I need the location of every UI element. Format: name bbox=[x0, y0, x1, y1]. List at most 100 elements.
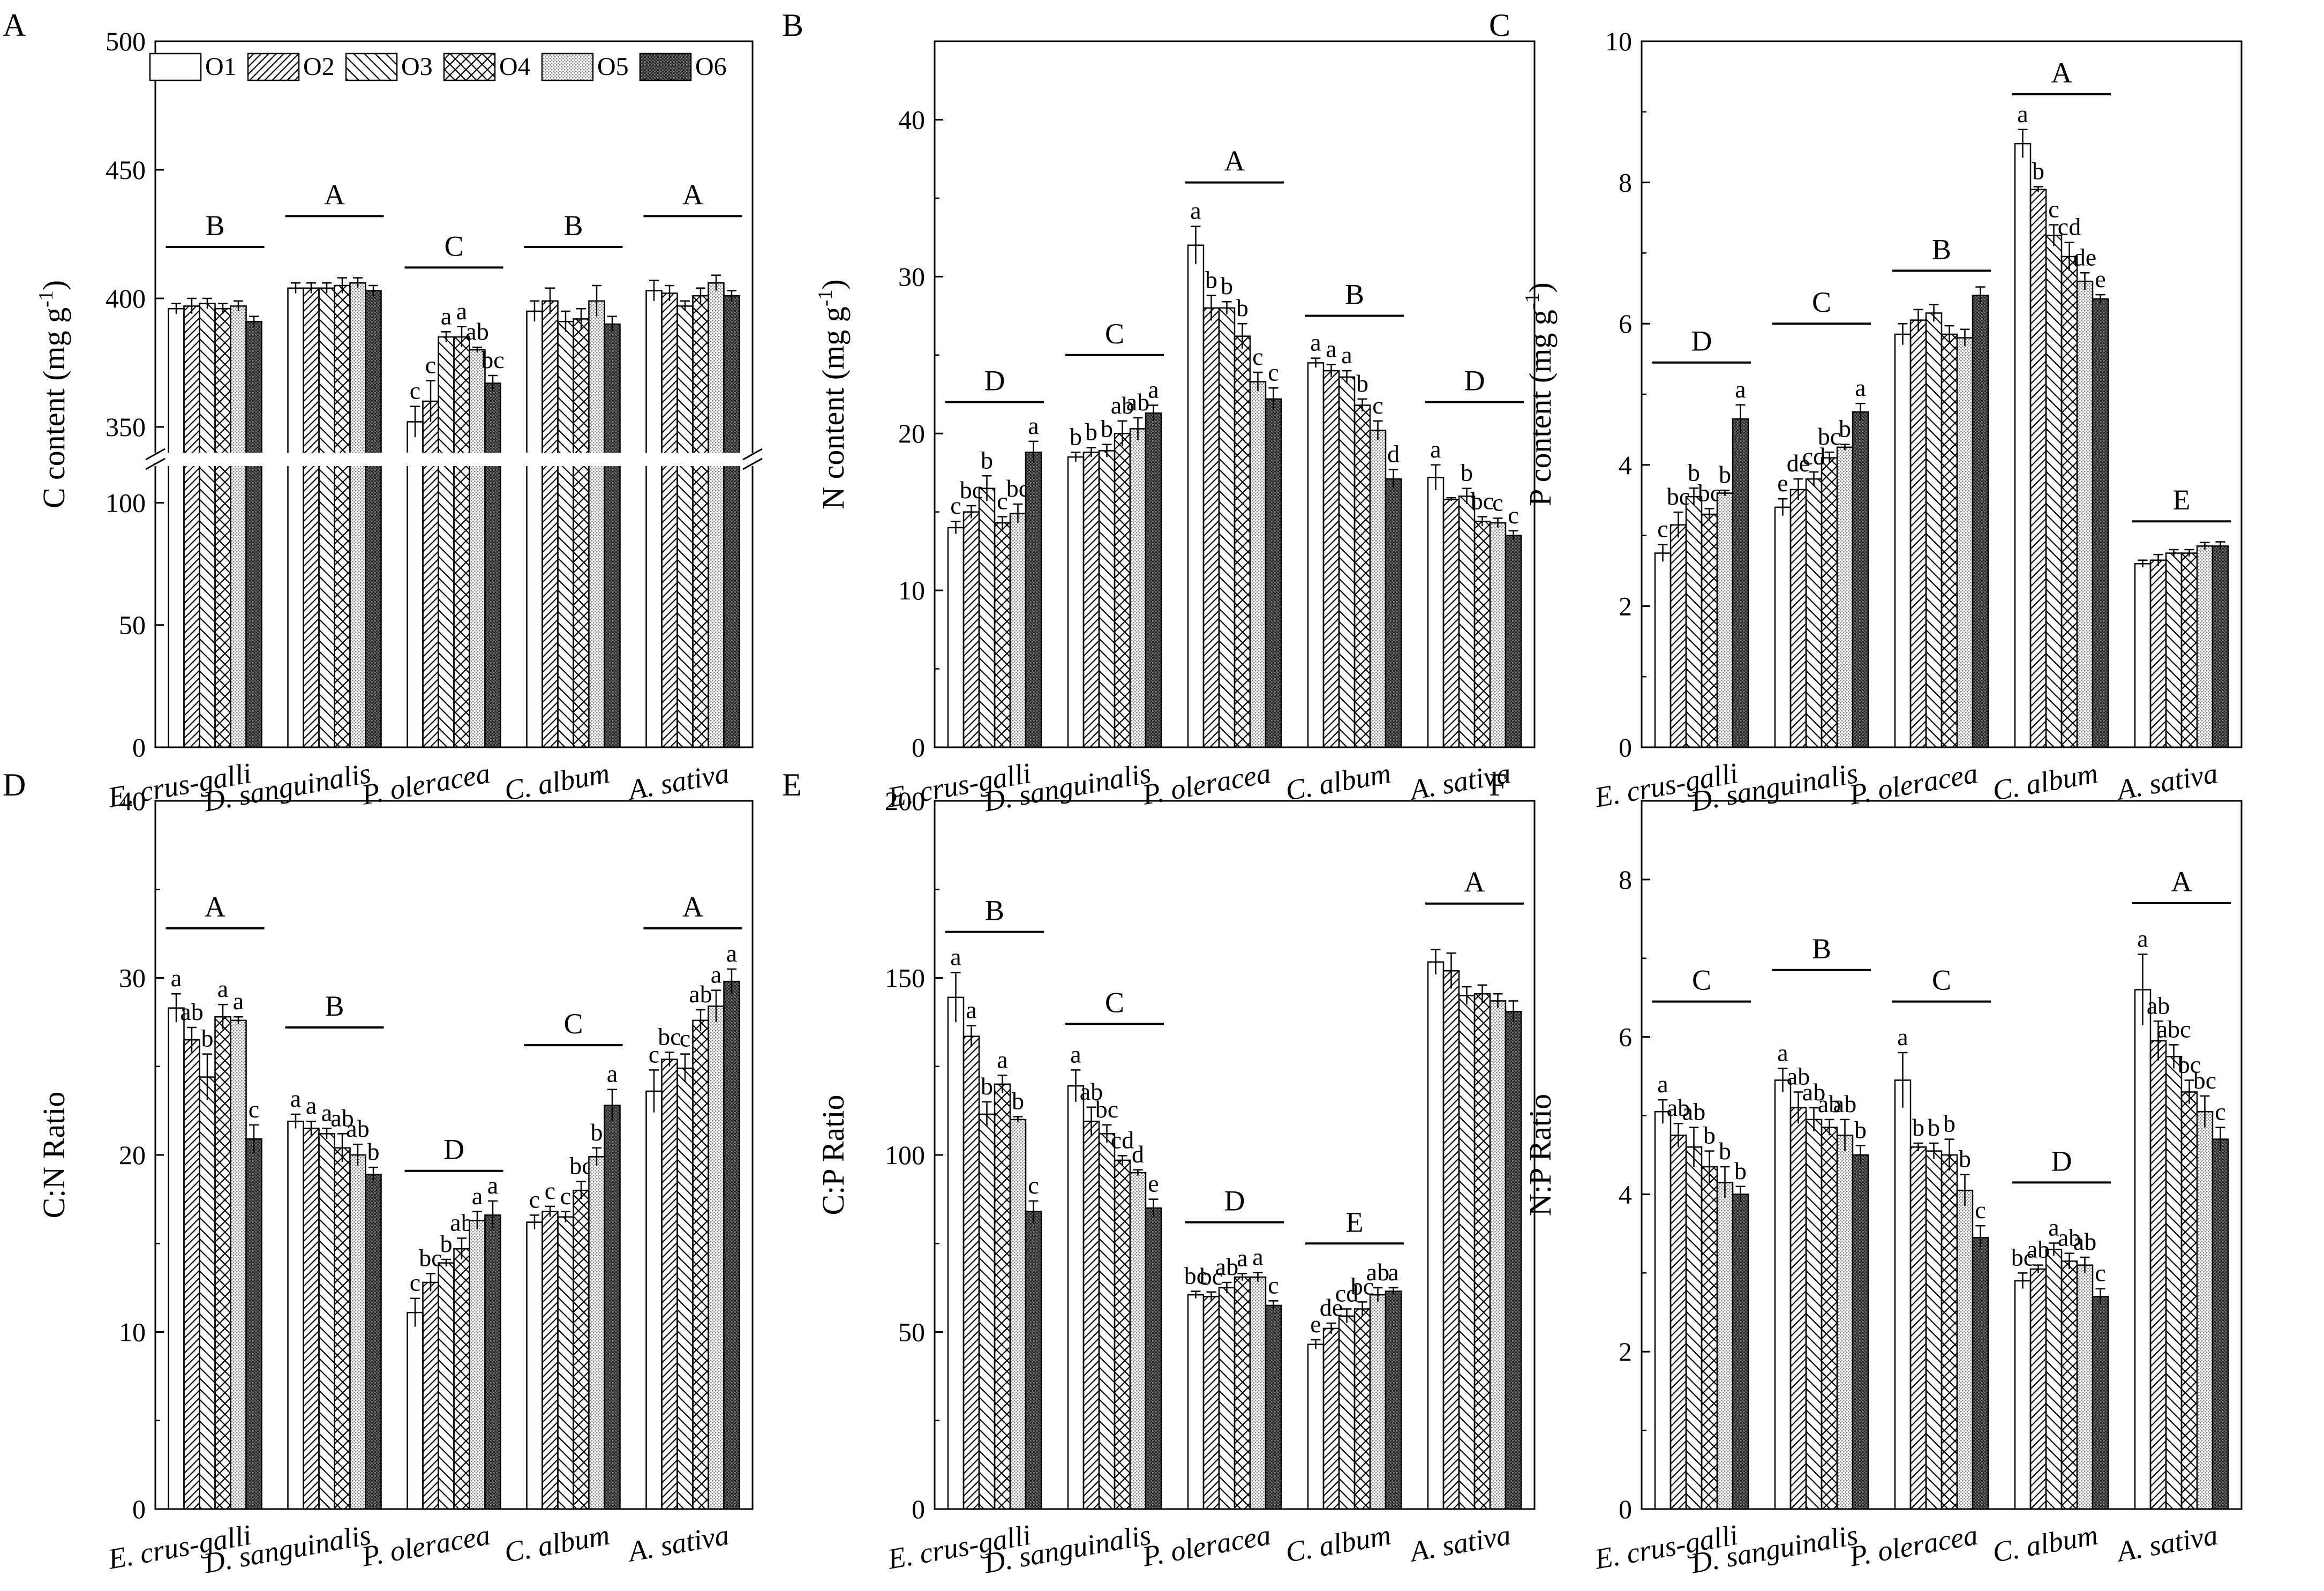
bar bbox=[708, 1005, 725, 1510]
bar bbox=[1249, 381, 1267, 748]
bar bbox=[645, 290, 663, 748]
y-axis-title-end: ) bbox=[1523, 282, 1558, 292]
significance-letter: de bbox=[1787, 449, 1810, 477]
bar bbox=[1098, 450, 1116, 748]
y-axis-title-sup: -1 bbox=[35, 290, 57, 307]
significance-letter: a bbox=[1777, 1039, 1788, 1066]
significance-letter: ab bbox=[1215, 1253, 1238, 1280]
plot-frame-upper bbox=[154, 40, 754, 453]
bar bbox=[1956, 1189, 1974, 1510]
bar bbox=[573, 318, 590, 748]
bar bbox=[334, 284, 351, 748]
y-tick-label: 0 bbox=[132, 1494, 146, 1524]
bar bbox=[1821, 457, 1838, 748]
significance-letter: a bbox=[2048, 1214, 2059, 1241]
significance-letter: a bbox=[441, 302, 452, 329]
bar bbox=[1852, 411, 1869, 748]
bar bbox=[1265, 398, 1282, 748]
category-label: A. sativa bbox=[2114, 757, 2220, 806]
significance-letter: a bbox=[321, 1099, 332, 1126]
y-tick-label: 500 bbox=[106, 26, 146, 56]
significance-letter: e bbox=[1310, 1310, 1321, 1338]
panel-letter: B bbox=[782, 7, 803, 43]
bar bbox=[1009, 513, 1027, 748]
bar bbox=[1732, 418, 1749, 748]
bar bbox=[692, 1019, 709, 1510]
bar bbox=[2196, 1110, 2214, 1510]
bar bbox=[1385, 478, 1402, 748]
significance-letter: c bbox=[410, 1269, 420, 1296]
significance-letter: a bbox=[1028, 412, 1039, 439]
bar bbox=[1716, 492, 1734, 748]
significance-letter: a bbox=[966, 996, 976, 1024]
legend-swatch bbox=[247, 52, 300, 81]
bar bbox=[1369, 1294, 1387, 1510]
group-letter: B bbox=[985, 895, 1004, 927]
significance-letter: c bbox=[1372, 392, 1383, 419]
y-tick-label: 4 bbox=[1619, 1179, 1632, 1209]
significance-letter: ab bbox=[1366, 1258, 1389, 1286]
bar bbox=[723, 980, 740, 1510]
y-tick-label: 150 bbox=[885, 963, 925, 993]
significance-letter: a bbox=[1388, 1258, 1398, 1286]
bar bbox=[1669, 524, 1687, 748]
y-tick-label: 0 bbox=[912, 1494, 925, 1524]
bar bbox=[2045, 235, 2063, 748]
significance-letter: c bbox=[425, 351, 436, 379]
group-letter: A bbox=[324, 178, 345, 211]
panel-letter: A bbox=[3, 7, 26, 43]
bar bbox=[168, 307, 185, 748]
significance-letter: bc bbox=[1200, 1263, 1223, 1290]
category-label: P. oleracea bbox=[359, 757, 493, 811]
significance-letter: bc bbox=[2193, 1067, 2216, 1094]
significance-letter: a bbox=[2137, 925, 2148, 952]
bar bbox=[2134, 563, 2152, 748]
significance-letter: e bbox=[2095, 265, 2105, 292]
bar bbox=[365, 290, 382, 748]
y-axis-title-main: N content (mg g bbox=[816, 306, 851, 509]
y-tick-label: 6 bbox=[1619, 1022, 1632, 1052]
significance-letter: bc bbox=[1095, 1095, 1118, 1123]
significance-letter: a bbox=[1148, 376, 1159, 403]
significance-letter: b bbox=[1839, 415, 1851, 442]
bar bbox=[2060, 256, 2078, 748]
axis-break-mark bbox=[145, 448, 166, 461]
bar bbox=[1427, 476, 1445, 748]
bar bbox=[947, 527, 965, 748]
bar bbox=[526, 1221, 543, 1510]
bar bbox=[230, 305, 247, 748]
significance-letter: b bbox=[1012, 1087, 1024, 1115]
significance-letter: a bbox=[171, 964, 182, 992]
significance-letter: ab bbox=[1818, 1090, 1841, 1117]
bar bbox=[541, 1211, 559, 1510]
significance-letter: ab bbox=[1126, 388, 1149, 416]
group-letter: C bbox=[1932, 964, 1951, 996]
significance-letter: a bbox=[1252, 1243, 1263, 1270]
bar bbox=[2014, 1280, 2032, 1510]
significance-letter: bc bbox=[2011, 1243, 2034, 1271]
bar bbox=[1685, 1146, 1703, 1510]
bar bbox=[183, 305, 200, 748]
significance-letter: a bbox=[456, 297, 467, 325]
panel-letter: F bbox=[1489, 767, 1507, 802]
category-label: C. album bbox=[502, 757, 612, 807]
group-letter: C bbox=[1812, 286, 1831, 318]
significance-letter: ab bbox=[1787, 1062, 1810, 1090]
significance-letter: b bbox=[440, 1230, 453, 1257]
legend-item-o5: O5 bbox=[541, 52, 629, 81]
significance-letter: a bbox=[1430, 436, 1441, 463]
bar bbox=[1338, 1315, 1356, 1510]
bar bbox=[1082, 452, 1100, 748]
bar bbox=[484, 1214, 501, 1510]
bar bbox=[1009, 1119, 1027, 1510]
significance-letter: b bbox=[367, 1138, 380, 1165]
y-tick-label: 200 bbox=[885, 786, 925, 816]
significance-letter: a bbox=[950, 943, 961, 971]
significance-letter: d bbox=[1132, 1140, 1144, 1168]
bar bbox=[1338, 376, 1356, 748]
bar bbox=[1805, 478, 1823, 748]
bar bbox=[2149, 1040, 2167, 1510]
y-tick-label: 10 bbox=[119, 1317, 146, 1347]
significance-letter: a bbox=[1237, 1244, 1247, 1271]
bar bbox=[557, 1216, 574, 1510]
